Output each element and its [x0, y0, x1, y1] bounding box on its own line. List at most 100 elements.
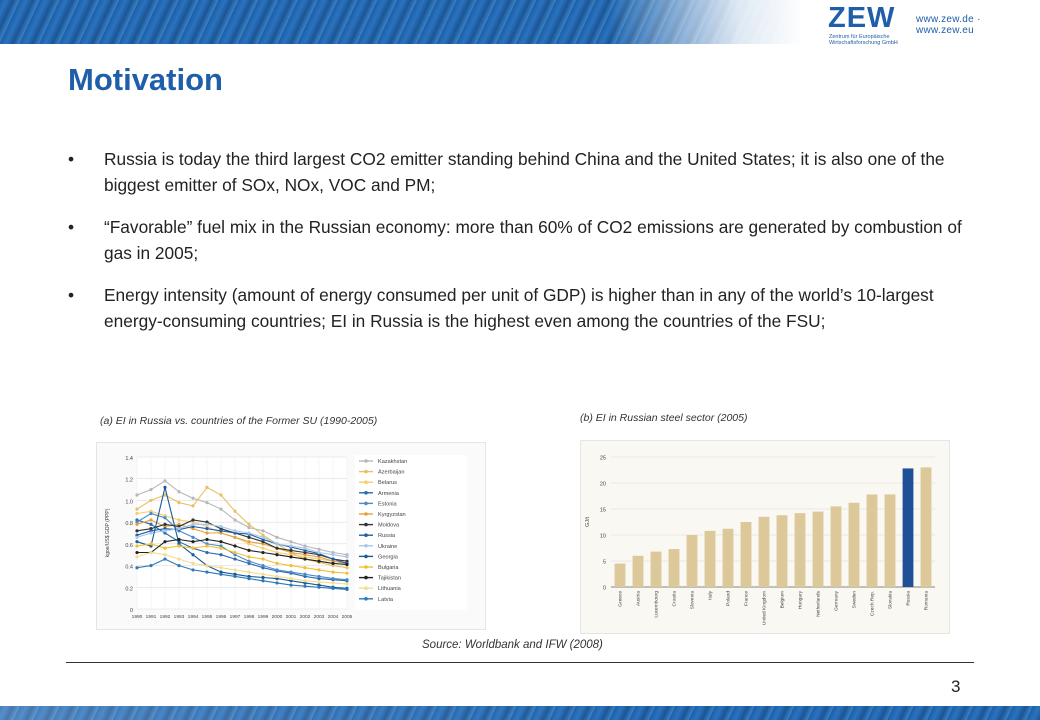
- legend-marker: [364, 491, 368, 495]
- data-point: [177, 563, 181, 568]
- data-point: [345, 571, 349, 575]
- data-point: [205, 522, 209, 526]
- data-point: [135, 550, 139, 555]
- bar-poland: [722, 528, 734, 587]
- data-point: [317, 550, 321, 555]
- bullet-item: • Russia is today the third largest CO2 e…: [68, 146, 988, 198]
- data-point: [135, 555, 139, 559]
- data-point: [219, 524, 223, 529]
- x-tick-label: Belgium: [779, 591, 785, 608]
- legend-marker: [364, 533, 368, 537]
- data-point: [205, 570, 209, 574]
- bullet-text: Russia is today the third largest CO2 em…: [104, 149, 945, 195]
- data-point: [233, 535, 237, 539]
- bar-united-kingdom: [758, 516, 770, 587]
- data-point: [275, 542, 279, 546]
- bar-germany: [830, 506, 842, 587]
- data-point: [247, 577, 251, 581]
- data-point: [163, 557, 167, 561]
- data-point: [233, 557, 237, 561]
- caption-chart-b: (b) EI in Russian steel sector (2005): [580, 412, 748, 424]
- zew-logo: ZEW: [828, 2, 896, 34]
- header-url: www.zew.de · www.zew.eu: [916, 14, 981, 36]
- x-tick-label: Luxembourg: [653, 591, 659, 618]
- data-point: [163, 516, 167, 520]
- x-tick-label: 2000: [272, 614, 283, 620]
- data-point: [233, 550, 237, 555]
- series-line-kazakhstan: [136, 480, 348, 556]
- legend-label: Bulgaria: [378, 565, 399, 571]
- data-point: [163, 529, 167, 533]
- legend-label: Azerbaijan: [378, 470, 404, 476]
- x-tick-label: Slovenia: [689, 591, 695, 610]
- data-point: [233, 574, 237, 579]
- legend-label: Lithuania: [378, 586, 402, 592]
- data-point: [135, 529, 139, 533]
- data-point: [317, 585, 321, 589]
- bullet-text: “Favorable” fuel mix in the Russian econ…: [104, 217, 962, 263]
- x-tick-label: 2003: [314, 614, 325, 620]
- data-point: [233, 529, 237, 533]
- data-point: [163, 493, 167, 497]
- data-point: [275, 568, 279, 572]
- data-point: [149, 550, 153, 555]
- legend-label: Kyrgyzstan: [378, 512, 406, 518]
- data-point: [205, 501, 209, 505]
- legend-marker: [364, 554, 368, 559]
- data-point: [191, 553, 195, 557]
- data-point: [233, 509, 237, 513]
- legend-label: Georgia: [378, 554, 399, 560]
- y-tick-label: 15: [600, 508, 606, 514]
- bar-austria: [632, 555, 644, 587]
- bullet-item: • Energy intensity (amount of energy cons…: [68, 282, 988, 334]
- x-tick-label: Italy: [707, 590, 713, 599]
- data-point: [149, 498, 153, 503]
- y-tick-label: 5: [603, 560, 606, 566]
- data-point: [191, 546, 195, 550]
- data-point: [275, 553, 279, 557]
- caption-chart-a: (a) EI in Russia vs. countries of the Fo…: [100, 415, 378, 427]
- data-point: [191, 496, 195, 500]
- source-note: Source: Worldbank and IFW (2008): [422, 639, 603, 651]
- data-point: [289, 583, 293, 587]
- y-tick-label: 20: [600, 482, 606, 488]
- data-point: [219, 493, 223, 497]
- bar-czech-rep-: [866, 494, 878, 587]
- data-point: [303, 579, 307, 583]
- series-line-estonia: [136, 512, 348, 581]
- legend-label: Tajikistan: [378, 576, 401, 582]
- page-number: 3: [951, 677, 961, 696]
- data-point: [317, 559, 321, 563]
- data-point: [149, 531, 153, 535]
- data-point: [149, 518, 153, 522]
- data-point: [205, 550, 209, 555]
- y-tick-label: 1.4: [125, 456, 133, 462]
- data-point: [219, 566, 223, 570]
- legend-label: Latvia: [378, 597, 394, 603]
- bar-slovenia: [686, 535, 698, 587]
- bar-hungary: [794, 513, 806, 587]
- y-axis-label: kgoe/US$ GDP (PPP): [105, 508, 111, 557]
- bullet-dot: •: [68, 217, 75, 237]
- data-point: [247, 535, 251, 539]
- x-tick-label: Sweden: [851, 591, 857, 609]
- data-point: [219, 546, 223, 550]
- legend-label: Moldova: [378, 523, 400, 529]
- data-point: [261, 546, 265, 550]
- data-point: [177, 557, 181, 561]
- data-point: [303, 584, 307, 588]
- x-tick-label: France: [743, 591, 749, 606]
- data-point: [177, 527, 181, 531]
- data-point: [247, 522, 251, 526]
- x-tick-label: Poland: [725, 591, 731, 606]
- bar-sweden: [848, 502, 860, 587]
- bottom-banner-fade: [0, 706, 1040, 720]
- series-line-latvia: [136, 558, 348, 591]
- data-point: [289, 570, 293, 574]
- x-tick-label: Germany: [833, 590, 839, 610]
- legend-marker: [364, 544, 368, 548]
- x-tick-label: 2002: [300, 614, 311, 620]
- data-point: [219, 529, 223, 533]
- data-point: [205, 485, 209, 489]
- data-point: [149, 542, 153, 546]
